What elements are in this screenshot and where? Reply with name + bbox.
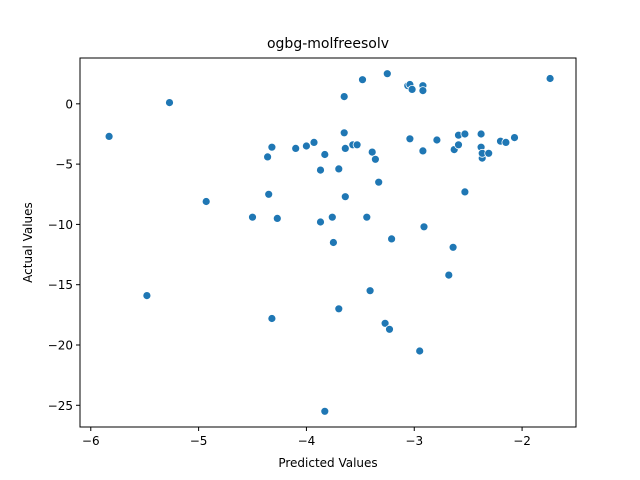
data-point [374,177,384,187]
data-point [460,129,470,139]
data-point [407,85,417,94]
data-point [301,141,311,151]
data-point [339,128,349,138]
data-point [510,133,519,143]
x-tick-label: −6 [82,434,100,448]
data-point [316,165,325,175]
x-tick-label: −2 [513,434,531,448]
data-point [418,146,428,156]
y-axis-ticks: 0 −5 −10 −15 −20 −25 [48,97,80,413]
data-point [432,135,442,145]
plot-frame [79,57,577,428]
data-point [460,187,470,197]
data-points [104,69,555,416]
data-point [448,242,458,252]
data-point [358,75,367,85]
data-point [444,270,454,280]
data-point [309,137,319,147]
data-point [415,346,425,356]
data-point [263,152,273,162]
x-axis-ticks: −6 −5 −4 −3 −2 [82,427,531,448]
data-point [201,197,211,206]
data-point [476,129,486,139]
data-point [362,212,372,222]
data-point [419,222,429,232]
data-point [454,140,463,150]
data-point [272,213,282,223]
x-tick-label: −5 [190,434,208,448]
data-point [367,147,377,157]
data-point [328,238,338,247]
data-point [248,212,257,222]
data-point [165,98,174,107]
data-point [320,406,330,416]
data-point [387,234,397,244]
data-point [340,192,350,202]
data-point [418,86,428,95]
chart-title: ogbg-molfreesolv [267,36,389,52]
data-point [340,143,350,153]
data-point [382,69,392,79]
data-point [142,291,152,301]
data-point [380,318,390,328]
data-point [334,164,344,174]
x-tick-label: −4 [298,434,316,448]
data-point [484,148,494,158]
y-tick-label: −25 [48,399,73,413]
x-axis-label: Predicted Values [278,456,377,470]
data-point [320,150,330,159]
y-axis-label: Actual Values [21,202,35,283]
data-point [267,142,277,152]
data-point [316,217,325,227]
data-point [291,143,301,153]
data-point [370,154,380,164]
data-point [501,137,511,147]
data-point [545,74,555,83]
y-tick-label: −20 [48,339,73,353]
data-point [365,286,375,296]
y-tick-label: 0 [65,97,73,111]
data-point [352,140,362,150]
data-point [334,304,344,314]
x-tick-label: −3 [405,434,423,448]
data-point [327,212,337,222]
data-point [385,324,394,334]
data-point [405,134,415,144]
y-tick-label: −10 [48,218,73,232]
data-point [267,314,277,323]
y-tick-label: −15 [48,278,73,292]
data-point [339,92,349,101]
y-tick-label: −5 [55,158,73,172]
data-point [264,189,274,199]
data-point [104,131,114,141]
